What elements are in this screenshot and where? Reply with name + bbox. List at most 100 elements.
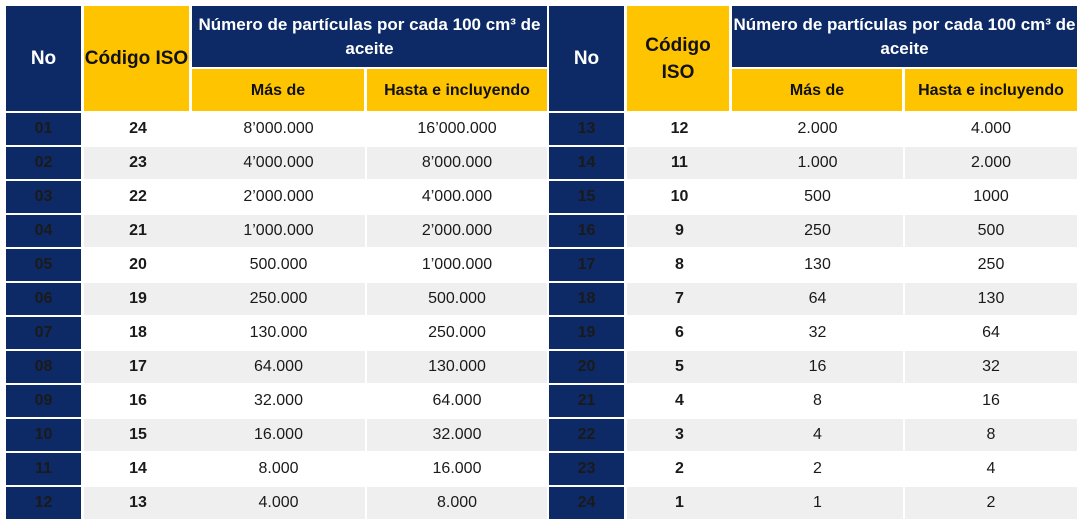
table-row: 01 24 8’000.000 16’000.000 bbox=[6, 111, 547, 145]
iso-code-cell: 23 bbox=[84, 145, 192, 179]
more-than-cell: 130.000 bbox=[192, 315, 367, 349]
iso-code-cell: 3 bbox=[627, 417, 732, 451]
up-to-cell: 500 bbox=[905, 213, 1077, 247]
iso-code-cell: 1 bbox=[627, 485, 732, 519]
table-row: 11 14 8.000 16.000 bbox=[6, 451, 547, 485]
header-more-than: Más de bbox=[192, 67, 367, 111]
row-number: 23 bbox=[549, 451, 627, 485]
up-to-cell: 32.000 bbox=[367, 417, 547, 451]
table-row: 13 12 2.000 4.000 bbox=[549, 111, 1077, 145]
iso-code-cell: 21 bbox=[84, 213, 192, 247]
row-number: 12 bbox=[6, 485, 84, 519]
iso-code-cell: 22 bbox=[84, 179, 192, 213]
more-than-cell: 64 bbox=[732, 281, 905, 315]
iso-code-cell: 18 bbox=[84, 315, 192, 349]
table-row: 19 6 32 64 bbox=[549, 315, 1077, 349]
table-row: 16 9 250 500 bbox=[549, 213, 1077, 247]
more-than-cell: 2 bbox=[732, 451, 905, 485]
table-row: 03 22 2’000.000 4’000.000 bbox=[6, 179, 547, 213]
row-number: 22 bbox=[549, 417, 627, 451]
up-to-cell: 2 bbox=[905, 485, 1077, 519]
table-row: 17 8 130 250 bbox=[549, 247, 1077, 281]
row-number: 04 bbox=[6, 213, 84, 247]
up-to-cell: 8 bbox=[905, 417, 1077, 451]
iso-table-left: No Código ISO Número de partículas por c… bbox=[6, 6, 547, 519]
up-to-cell: 2.000 bbox=[905, 145, 1077, 179]
iso-code-cell: 17 bbox=[84, 349, 192, 383]
more-than-cell: 32 bbox=[732, 315, 905, 349]
more-than-cell: 2.000 bbox=[732, 111, 905, 145]
more-than-cell: 8.000 bbox=[192, 451, 367, 485]
up-to-cell: 1000 bbox=[905, 179, 1077, 213]
row-number: 11 bbox=[6, 451, 84, 485]
row-number: 15 bbox=[549, 179, 627, 213]
more-than-cell: 16.000 bbox=[192, 417, 367, 451]
table-row: 07 18 130.000 250.000 bbox=[6, 315, 547, 349]
up-to-cell: 250.000 bbox=[367, 315, 547, 349]
iso-code-cell: 19 bbox=[84, 281, 192, 315]
table-row: 02 23 4’000.000 8’000.000 bbox=[6, 145, 547, 179]
table-row: 10 15 16.000 32.000 bbox=[6, 417, 547, 451]
iso-code-cell: 11 bbox=[627, 145, 732, 179]
iso-code-cell: 5 bbox=[627, 349, 732, 383]
iso-code-cell: 2 bbox=[627, 451, 732, 485]
iso-code-cell: 15 bbox=[84, 417, 192, 451]
table-row: 24 1 1 2 bbox=[549, 485, 1077, 519]
row-number: 21 bbox=[549, 383, 627, 417]
iso-code-cell: 16 bbox=[84, 383, 192, 417]
more-than-cell: 1’000.000 bbox=[192, 213, 367, 247]
up-to-cell: 16’000.000 bbox=[367, 111, 547, 145]
row-number: 06 bbox=[6, 281, 84, 315]
more-than-cell: 1.000 bbox=[732, 145, 905, 179]
up-to-cell: 2’000.000 bbox=[367, 213, 547, 247]
more-than-cell: 32.000 bbox=[192, 383, 367, 417]
row-number: 10 bbox=[6, 417, 84, 451]
row-number: 13 bbox=[549, 111, 627, 145]
iso-code-cell: 20 bbox=[84, 247, 192, 281]
table-row: 23 2 2 4 bbox=[549, 451, 1077, 485]
table-row: 21 4 8 16 bbox=[549, 383, 1077, 417]
iso-code-cell: 9 bbox=[627, 213, 732, 247]
row-number: 08 bbox=[6, 349, 84, 383]
up-to-cell: 1’000.000 bbox=[367, 247, 547, 281]
up-to-cell: 32 bbox=[905, 349, 1077, 383]
row-number: 24 bbox=[549, 485, 627, 519]
up-to-cell: 130.000 bbox=[367, 349, 547, 383]
header-no: No bbox=[549, 6, 627, 111]
row-number: 20 bbox=[549, 349, 627, 383]
iso-code-cell: 4 bbox=[627, 383, 732, 417]
up-to-cell: 4 bbox=[905, 451, 1077, 485]
more-than-cell: 8 bbox=[732, 383, 905, 417]
iso-code-cell: 7 bbox=[627, 281, 732, 315]
up-to-cell: 64 bbox=[905, 315, 1077, 349]
header-up-to: Hasta e incluyendo bbox=[905, 67, 1077, 111]
more-than-cell: 4’000.000 bbox=[192, 145, 367, 179]
iso-code-cell: 10 bbox=[627, 179, 732, 213]
row-number: 07 bbox=[6, 315, 84, 349]
row-number: 18 bbox=[549, 281, 627, 315]
table-row: 14 11 1.000 2.000 bbox=[549, 145, 1077, 179]
row-number: 02 bbox=[6, 145, 84, 179]
row-number: 01 bbox=[6, 111, 84, 145]
header-particles: Número de partículas por cada 100 cm³ de… bbox=[192, 6, 547, 67]
table-row: 08 17 64.000 130.000 bbox=[6, 349, 547, 383]
more-than-cell: 500 bbox=[732, 179, 905, 213]
table-row: 05 20 500.000 1’000.000 bbox=[6, 247, 547, 281]
row-number: 09 bbox=[6, 383, 84, 417]
table-row: 12 13 4.000 8.000 bbox=[6, 485, 547, 519]
header-iso-code: Código ISO bbox=[84, 6, 192, 111]
header-more-than: Más de bbox=[732, 67, 905, 111]
more-than-cell: 250 bbox=[732, 213, 905, 247]
row-number: 17 bbox=[549, 247, 627, 281]
table-row: 06 19 250.000 500.000 bbox=[6, 281, 547, 315]
table-row: 04 21 1’000.000 2’000.000 bbox=[6, 213, 547, 247]
up-to-cell: 16.000 bbox=[367, 451, 547, 485]
iso-code-cell: 24 bbox=[84, 111, 192, 145]
more-than-cell: 250.000 bbox=[192, 281, 367, 315]
iso-code-cell: 13 bbox=[84, 485, 192, 519]
table-row: 22 3 4 8 bbox=[549, 417, 1077, 451]
up-to-cell: 4.000 bbox=[905, 111, 1077, 145]
iso-table-right: No Código ISO Número de partículas por c… bbox=[549, 6, 1077, 519]
row-number: 16 bbox=[549, 213, 627, 247]
row-number: 03 bbox=[6, 179, 84, 213]
